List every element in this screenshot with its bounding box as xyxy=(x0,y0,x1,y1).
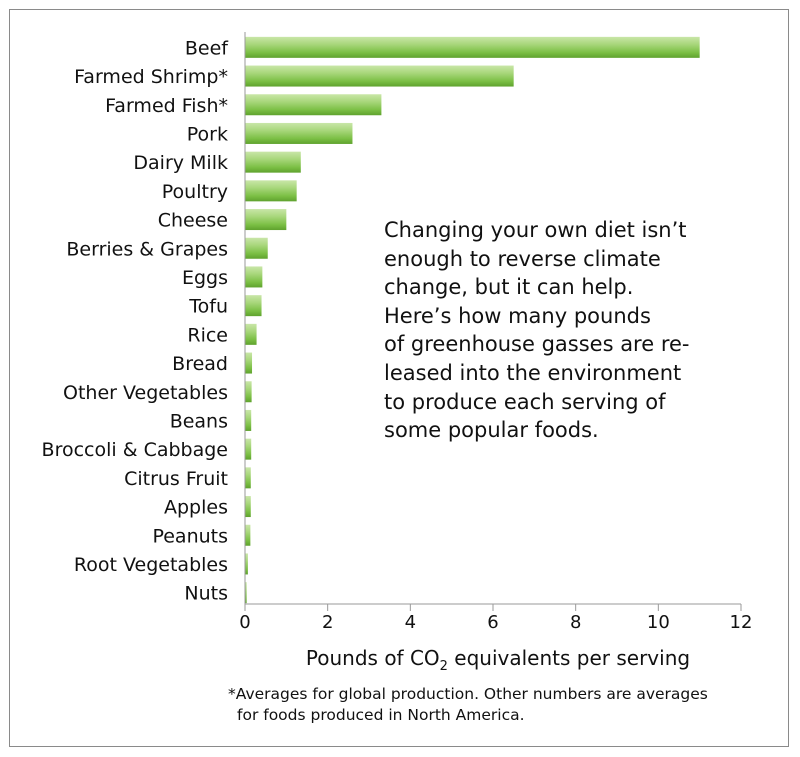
bar xyxy=(245,582,247,604)
category-label: Pork xyxy=(187,123,228,145)
bar xyxy=(245,295,262,317)
x-tick-label: 0 xyxy=(239,612,250,633)
annotation-text: Changing your own diet isn’t enough to r… xyxy=(384,216,764,445)
bar xyxy=(245,122,353,144)
annotation-line: to produce each serving of xyxy=(384,389,666,414)
category-label: Berries & Grapes xyxy=(66,238,228,260)
category-label: Beef xyxy=(185,37,229,59)
category-label: Bread xyxy=(172,353,228,375)
bar xyxy=(245,266,263,288)
category-label: Cheese xyxy=(158,210,228,232)
bar xyxy=(245,209,287,231)
x-tick-label: 6 xyxy=(487,612,498,633)
annotation-line: Changing your own diet isn’t xyxy=(384,218,687,242)
bar xyxy=(245,409,252,431)
annotation-line: some popular foods. xyxy=(384,418,599,443)
x-axis-ticks: 0 2 4 6 8 10 12 xyxy=(239,604,752,633)
bar xyxy=(245,180,297,202)
bar xyxy=(245,553,248,575)
category-label: Beans xyxy=(170,410,228,432)
category-label: Poultry xyxy=(162,181,228,203)
bar xyxy=(245,237,268,259)
bar xyxy=(245,65,514,87)
category-label: Farmed Shrimp* xyxy=(74,66,228,88)
x-tick-label: 2 xyxy=(322,612,333,633)
bar xyxy=(245,352,253,374)
bar xyxy=(245,524,251,546)
chart-frame xyxy=(9,9,789,747)
bar xyxy=(245,36,700,58)
x-tick-label: 4 xyxy=(405,612,416,633)
x-tick-label: 8 xyxy=(570,612,581,633)
annotation-line: enough to reverse climate xyxy=(384,246,661,271)
category-labels: Beef Farmed Shrimp* Farmed Fish* Pork Dairy … xyxy=(42,37,230,604)
category-label: Root Vegetables xyxy=(74,554,228,576)
footnote-line-1: *Averages for global production. Other n… xyxy=(228,685,708,703)
bar xyxy=(245,94,382,116)
footnote: *Averages for global production. Other n… xyxy=(228,684,788,726)
category-label: Tofu xyxy=(188,296,228,318)
annotation-line: change, but it can help. xyxy=(384,275,634,300)
x-tick-label: 10 xyxy=(647,612,670,633)
annotation-line: leased into the environment xyxy=(384,360,682,385)
category-label: Rice xyxy=(187,324,228,346)
category-label: Peanuts xyxy=(152,525,228,547)
bar xyxy=(245,323,257,345)
annotation-line: of greenhouse gasses are re- xyxy=(384,332,690,357)
footnote-line-2: for foods produced in North America. xyxy=(237,706,525,724)
annotation-line: Here’s how many pounds xyxy=(384,303,651,328)
bar xyxy=(245,151,301,173)
x-tick-label: 12 xyxy=(730,612,753,633)
bar xyxy=(245,467,251,489)
bar xyxy=(245,496,251,518)
bars-group xyxy=(245,36,700,604)
category-label: Eggs xyxy=(182,267,228,289)
category-label: Farmed Fish* xyxy=(105,95,228,117)
category-label: Nuts xyxy=(184,583,228,605)
x-axis-title: Pounds of CO2 equivalents per serving xyxy=(306,646,690,674)
category-label: Other Vegetables xyxy=(63,382,228,404)
category-label: Citrus Fruit xyxy=(124,468,228,490)
category-label: Broccoli & Cabbage xyxy=(42,439,228,461)
category-label: Dairy Milk xyxy=(133,152,228,174)
category-label: Apples xyxy=(164,497,228,519)
bar xyxy=(245,381,252,403)
bar xyxy=(245,438,252,460)
